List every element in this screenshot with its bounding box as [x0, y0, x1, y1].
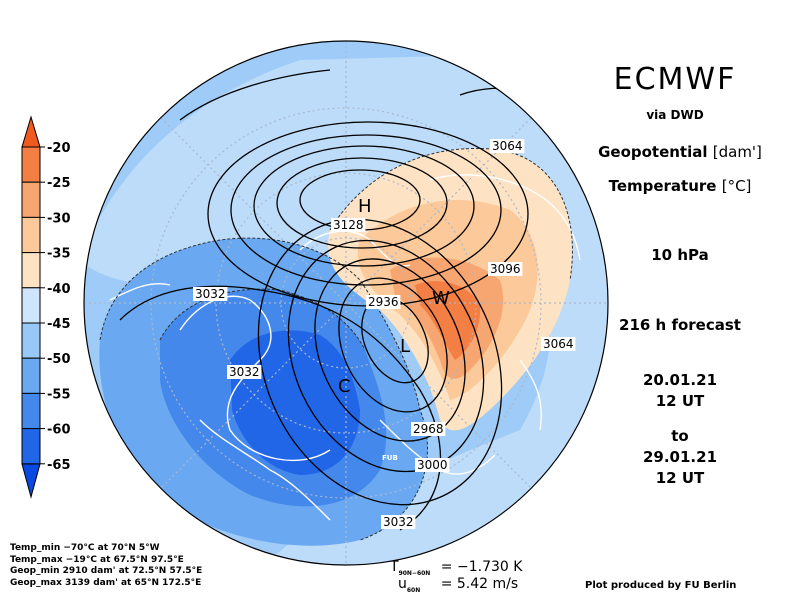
high-marker: H: [358, 196, 372, 217]
metric-temperature: T90N−60N = −1.730 K: [390, 559, 522, 577]
colorbar-label: -65: [47, 458, 71, 473]
map-markers: H L W C FUB: [338, 196, 450, 462]
contour-label-bg: [331, 218, 366, 232]
forecast-lead: 216 h forecast: [619, 316, 741, 334]
variable-geopotential: Geopotential [dam']: [580, 143, 780, 161]
contour-labels: 3064 3128 3096 3032 2936 3064 3032 2968 3000 3032: [193, 139, 576, 529]
stat-temp-min: Temp_min −70°C at 70°N 5°W: [10, 543, 160, 553]
contour-label: 3128: [333, 218, 364, 232]
data-source: via DWD: [646, 108, 704, 122]
metric-u-value: = 5.42 m/s: [440, 576, 519, 592]
colorbar-box: [21, 181, 41, 218]
map-border: [83, 40, 609, 566]
contour-label: 3064: [492, 139, 523, 153]
colorbar-label: -35: [47, 247, 71, 262]
to-label: to: [671, 427, 689, 445]
contour-label: 2936: [368, 295, 399, 309]
colorbar-label: -50: [47, 352, 71, 367]
colorbar-top-arrow: [21, 115, 41, 148]
variable-temperature: Temperature [°C]: [580, 177, 780, 195]
region-coldest-blue: [230, 330, 360, 475]
colorbar-label: -25: [47, 176, 71, 191]
low-marker: L: [400, 336, 410, 357]
metric-wind: u60N = 5.42 m/s: [390, 576, 518, 594]
contour-label-bg: [411, 422, 446, 436]
temperature-isolines: [99, 148, 573, 541]
contour-label-bg: [488, 262, 523, 276]
extremes-stats: Temp_min −70°C at 70°N 5°W Temp_max −19°…: [10, 543, 202, 589]
colorbar-bottom-arrow: [21, 463, 41, 499]
stat-geop-max: Geop_max 3139 dam' at 65°N 172.5°E: [10, 577, 202, 588]
colorbar: -20 -25 -30 -35 -40 -45 -50 -55 -60 -65: [21, 115, 71, 499]
contour-label: 3064: [543, 337, 574, 351]
model-title: ECMWF: [613, 62, 737, 97]
contour-label: 2968: [413, 422, 444, 436]
colorbar-label: -40: [47, 282, 71, 297]
cold-marker: C: [338, 376, 351, 397]
variable-geopotential-unit: [dam']: [712, 143, 762, 161]
colorbar-label: -45: [47, 317, 71, 332]
metric-u-sub: 60N: [406, 586, 421, 594]
contour-label-bg: [381, 515, 416, 529]
colorbar-box: [21, 322, 41, 359]
metric-t-sub: 90N−60N: [398, 569, 431, 577]
metric-t-symbol: T: [390, 559, 399, 575]
contour-label-bg: [193, 287, 228, 301]
colorbar-label: -55: [47, 387, 71, 402]
init-date: 20.01.21: [642, 371, 718, 389]
stat-temp-max: Temp_max −19°C at 67.5°N 97.5°E: [10, 554, 184, 565]
region-warm-core: [415, 281, 481, 360]
contour-label: 3032: [195, 287, 226, 301]
colorbar-box: [21, 146, 41, 183]
contour-label: 3000: [417, 458, 448, 472]
colorbar-label: -30: [47, 211, 71, 226]
fub-mark: FUB: [382, 454, 398, 462]
graticule: [84, 41, 608, 565]
variable-temperature-unit: [°C]: [721, 177, 752, 195]
contour-label-bg: [366, 295, 401, 309]
variable-geopotential-name: Geopotential: [598, 143, 708, 161]
colorbar-box: [21, 216, 41, 254]
credit: Plot produced by FU Berlin: [585, 580, 737, 591]
metric-t-value: = −1.730 K: [440, 559, 523, 575]
valid-date: 29.01.21: [642, 448, 718, 466]
contour-label-bg: [541, 337, 576, 351]
stat-geop-min: Geop_min 2910 dam' at 72.5°N 57.5°E: [10, 566, 203, 577]
pressure-level: 10 hPa: [651, 246, 709, 264]
colorbar-box: [21, 287, 41, 324]
contour-label: 3032: [383, 515, 414, 529]
colorbar-box: [21, 357, 41, 394]
colorbar-box: [21, 428, 41, 465]
contour-label-bg: [227, 365, 262, 379]
colorbar-box: [21, 252, 41, 289]
map-disk: [84, 41, 608, 565]
contour-label-bg: [415, 458, 450, 472]
colorbar-label: -20: [47, 141, 71, 156]
init-time: 12 UT: [655, 392, 705, 410]
contour-label: 3032: [229, 365, 260, 379]
colorbar-box: [21, 392, 41, 430]
warm-marker: W: [432, 288, 450, 309]
contour-label-bg: [490, 139, 525, 153]
variable-temperature-name: Temperature: [608, 177, 717, 195]
valid-time: 12 UT: [655, 469, 705, 487]
metric-u-symbol: u: [398, 576, 407, 592]
colorbar-label: -60: [47, 423, 71, 438]
contour-label: 3096: [490, 262, 521, 276]
